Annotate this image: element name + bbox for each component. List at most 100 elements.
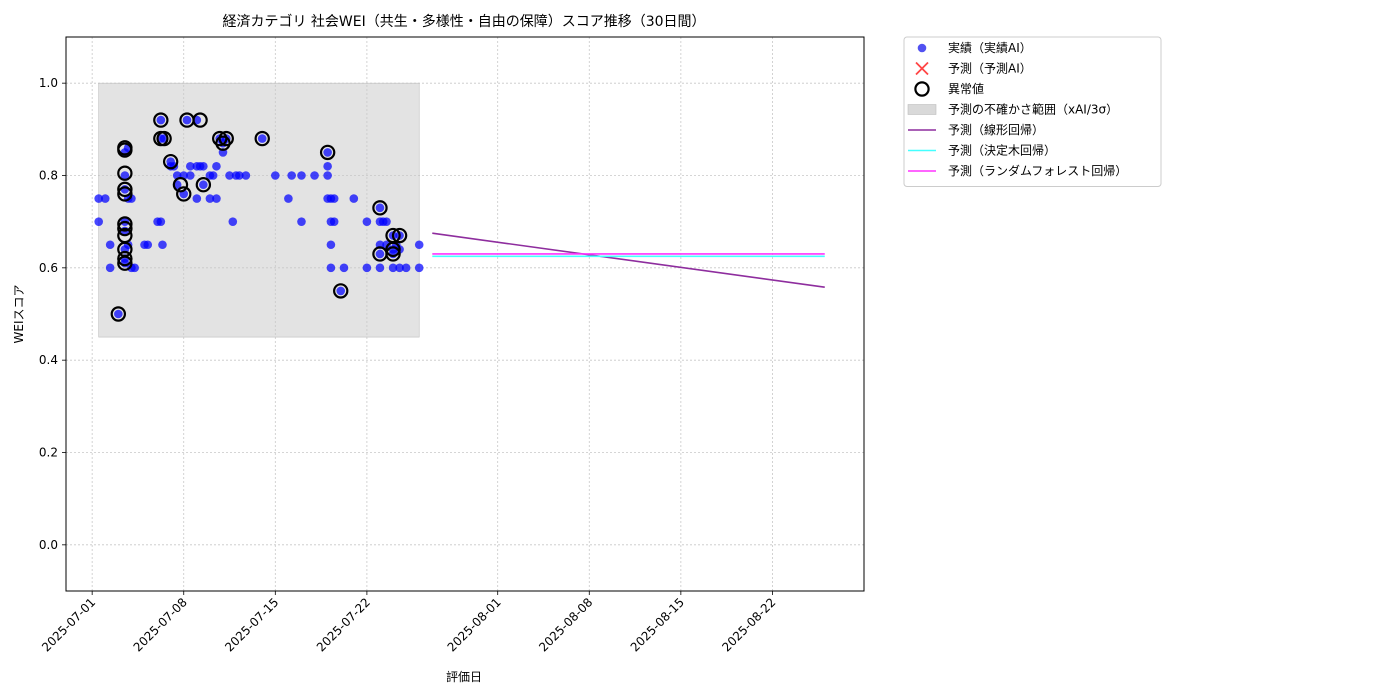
actual-point xyxy=(241,171,251,180)
actual-point xyxy=(362,217,372,226)
anomaly-marker xyxy=(117,216,133,232)
actual-point xyxy=(323,148,332,157)
actual-point xyxy=(284,194,293,203)
actual-point xyxy=(375,203,385,213)
actual-point xyxy=(401,263,411,273)
actual-point xyxy=(414,263,424,273)
actual-point xyxy=(339,263,349,273)
anomaly-marker xyxy=(254,130,270,147)
legend-entry-label: 予測（予測AI） xyxy=(948,62,1032,76)
anomaly-marker xyxy=(385,246,401,262)
actual-point xyxy=(105,263,115,273)
actual-point xyxy=(323,161,332,171)
prediction-line xyxy=(432,232,825,289)
legend-entry-label: 予測（線形回帰） xyxy=(948,122,1044,137)
actual-point xyxy=(362,263,372,273)
anomaly-marker xyxy=(153,112,169,128)
legend-dot-marker xyxy=(917,43,927,53)
actual-point xyxy=(94,194,104,203)
actual-point xyxy=(192,194,202,203)
chart-title: 経済カテゴリ 社会WEI（共生・多様性・自由の保障）スコア推移（30日間） xyxy=(222,13,705,30)
y-tick-label: 0.6 xyxy=(39,261,58,275)
actual-point xyxy=(349,194,359,203)
actual-point xyxy=(388,263,398,273)
uncertainty-band xyxy=(98,82,420,338)
actual-point xyxy=(205,194,215,203)
actual-point xyxy=(185,171,195,180)
legend-entry-label: 異常値 xyxy=(948,81,984,96)
anomaly-marker xyxy=(117,220,133,237)
actual-point xyxy=(182,115,192,125)
anomaly-marker xyxy=(333,283,349,299)
legend-band-swatch xyxy=(907,104,937,115)
actual-point xyxy=(329,217,339,226)
actual-point xyxy=(257,134,267,143)
actual-point xyxy=(185,161,195,171)
actual-point xyxy=(199,161,208,171)
legend-entry-label: 予測（決定木回帰） xyxy=(948,143,1056,158)
anomaly-marker xyxy=(117,181,133,198)
actual-point xyxy=(297,217,306,226)
actual-point xyxy=(323,171,332,180)
actual-point xyxy=(100,194,110,203)
actual-point xyxy=(297,171,306,180)
y-tick-label: 0.2 xyxy=(39,446,58,460)
actual-point xyxy=(143,240,153,250)
legend-box xyxy=(903,36,1162,187)
x-axis-label: 評価日 xyxy=(446,669,482,684)
actual-point xyxy=(156,115,166,125)
actual-point xyxy=(235,171,244,180)
anomaly-marker xyxy=(110,306,127,322)
legend-ring-marker xyxy=(914,81,930,97)
actual-point xyxy=(336,286,346,296)
legend-cross-marker xyxy=(915,61,929,76)
actual-point xyxy=(326,263,336,273)
anomaly-marker xyxy=(117,186,133,202)
anomaly-marker xyxy=(117,250,133,267)
actual-point xyxy=(199,180,208,190)
actual-point xyxy=(287,171,296,180)
actual-point xyxy=(329,194,339,203)
anomaly-marker xyxy=(176,186,192,202)
legend-entry-label: 予測（ランダムフォレスト回帰） xyxy=(948,163,1127,178)
actual-point xyxy=(94,217,104,226)
anomaly-marker xyxy=(195,177,212,193)
legend-entry-label: 予測の不確かさ範囲（xAI/3σ） xyxy=(948,102,1118,117)
anomaly-marker xyxy=(385,241,401,258)
actual-point xyxy=(395,263,404,273)
actual-point xyxy=(375,249,385,259)
plot-frame xyxy=(65,36,865,592)
actual-point xyxy=(208,171,218,180)
y-tick-label: 0.8 xyxy=(39,169,58,183)
actual-point xyxy=(310,171,319,180)
legend-entry-label: 実績（実績AI） xyxy=(948,40,1032,55)
anomaly-marker xyxy=(156,130,172,147)
anomaly-marker xyxy=(319,144,336,161)
actual-point xyxy=(225,171,234,180)
actual-point xyxy=(114,309,123,319)
y-axis-label: WEIスコア xyxy=(12,285,26,344)
actual-point xyxy=(105,240,115,250)
anomaly-marker xyxy=(218,130,234,147)
actual-point xyxy=(120,171,130,180)
actual-point xyxy=(414,240,424,250)
anomaly-marker xyxy=(162,153,179,170)
actual-point xyxy=(375,263,385,273)
actual-point xyxy=(130,263,139,273)
y-tick-label: 1.0 xyxy=(39,76,58,90)
anomaly-marker xyxy=(192,112,208,128)
actual-point xyxy=(158,240,167,250)
anomaly-marker xyxy=(117,165,133,181)
actual-point xyxy=(326,240,336,250)
actual-point xyxy=(228,217,238,226)
anomaly-marker xyxy=(172,177,189,193)
anomaly-marker xyxy=(372,200,388,216)
actual-point xyxy=(212,161,221,171)
actual-point xyxy=(382,217,391,226)
anomaly-marker xyxy=(391,227,408,244)
y-tick-label: 0.0 xyxy=(39,538,58,552)
anomaly-marker xyxy=(117,140,133,156)
